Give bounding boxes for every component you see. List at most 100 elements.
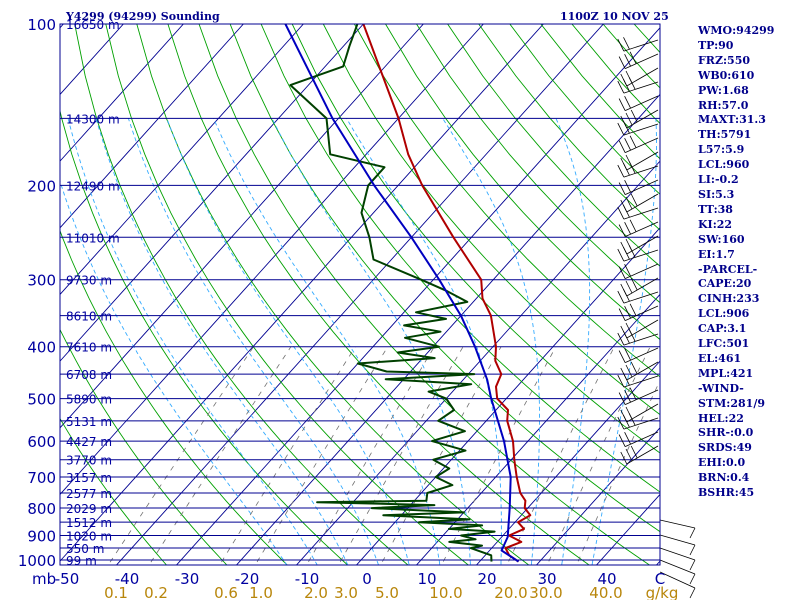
mixing-ratio-label: 0.1 <box>104 584 128 600</box>
height-label: 14300 m <box>66 112 120 126</box>
index-row: BSHR:45 <box>698 486 755 500</box>
height-label: 3157 m <box>66 471 112 485</box>
mixing-ratio-line <box>107 346 254 565</box>
isotherm <box>60 24 64 29</box>
height-label: 6708 m <box>66 368 112 382</box>
index-row: CINH:233 <box>698 292 760 306</box>
isotherm <box>60 24 184 162</box>
index-row: SI:5.3 <box>698 187 735 201</box>
index-row: WMO:94299 <box>698 24 775 37</box>
dry-adiabat <box>74 24 409 565</box>
pressure-tick-label: 600 <box>27 433 56 451</box>
index-row: TT:38 <box>698 202 733 216</box>
index-row: STM:281/9 <box>698 396 765 410</box>
plot-frame <box>59 23 661 566</box>
wind-barb <box>618 387 659 405</box>
index-row: LI:-0.2 <box>698 173 739 187</box>
height-label: 1512 m <box>66 516 112 530</box>
height-label: 2577 m <box>66 487 112 501</box>
temperature-profile <box>362 24 532 563</box>
index-row: CAPE:20 <box>698 277 752 291</box>
height-label: 3770 m <box>66 454 112 468</box>
dewpoint-profile <box>289 24 496 562</box>
wind-barb <box>617 413 659 430</box>
isotherm <box>295 160 660 565</box>
index-row: SHR-:0.0 <box>698 426 754 440</box>
wind-barb <box>618 95 659 111</box>
chart-time: 1100Z 10 NOV 25 <box>560 10 669 23</box>
dry-adiabat <box>198 24 651 565</box>
mixing-ratio-label: 2.0 <box>304 584 328 600</box>
mixing-ratio-line <box>306 346 435 565</box>
wind-barb <box>617 161 659 178</box>
wind-barb <box>618 135 659 153</box>
wind-barb <box>620 445 659 465</box>
index-row: TP:90 <box>698 38 734 52</box>
wind-barb <box>659 519 696 539</box>
isotherm <box>60 24 364 362</box>
temperature-tick-label: 10 <box>417 570 436 588</box>
dry-adiabat <box>167 24 590 565</box>
height-label: 7610 m <box>66 341 112 355</box>
pressure-tick-label: 800 <box>27 500 56 518</box>
wind-barb <box>617 37 659 52</box>
isotherm <box>475 360 660 565</box>
index-row: HEL:22 <box>698 411 744 425</box>
index-row: EL:461 <box>698 351 742 365</box>
index-row: MPL:421 <box>698 366 754 380</box>
index-row: PW:1.68 <box>698 83 749 97</box>
index-row: LCL:906 <box>698 307 750 321</box>
temperature-tick-label: -40 <box>115 570 140 588</box>
index-row: LFC:501 <box>698 337 750 351</box>
height-label: 550 m <box>66 542 104 556</box>
dry-adiabat <box>416 24 660 304</box>
dry-adiabat <box>105 24 470 565</box>
index-row: EI:1.7 <box>698 247 735 261</box>
wind-barb <box>618 303 659 321</box>
index-row: KI:22 <box>698 217 733 231</box>
isotherm <box>415 293 660 565</box>
mixing-ratio-label: 3.0 <box>334 584 358 600</box>
dry-adiabat <box>354 24 660 378</box>
wind-barb <box>618 219 659 237</box>
height-label: 4427 m <box>66 435 112 449</box>
wind-barb <box>659 534 696 556</box>
index-row: L57:5.9 <box>698 143 745 157</box>
temperature-tick-label: -10 <box>295 570 320 588</box>
indices-panel: WMO:94299 TP:90 FRZ:550 WB0:610 PW:1.68 RH:57… <box>698 24 798 501</box>
height-label: 5131 m <box>66 415 112 429</box>
temperature-tick-label: 30 <box>537 570 556 588</box>
temperature-tick-label: 20 <box>477 570 496 588</box>
index-row: LCL:960 <box>698 158 750 172</box>
dry-adiabat <box>385 24 660 341</box>
pressure-tick-label: 900 <box>27 528 56 546</box>
wind-barbs <box>617 37 696 599</box>
mixing-ratio-label: 0.6 <box>214 584 238 600</box>
wind-barb <box>617 121 659 136</box>
dry-adiabat <box>229 24 660 533</box>
index-row: -WIND- <box>698 381 744 395</box>
mixing-ratio-line <box>148 346 292 565</box>
index-row: WB0:610 <box>698 68 755 82</box>
isotherm <box>235 93 660 565</box>
temperature-tick-label: -30 <box>175 570 200 588</box>
mixing-ratio-label: 10.0 <box>429 584 462 600</box>
dry-adiabat <box>447 24 660 267</box>
mixing-ratio-label: 5.0 <box>375 584 399 600</box>
height-label: 11010 m <box>66 231 120 245</box>
wind-barb <box>618 51 659 69</box>
dry-adiabat <box>322 24 660 416</box>
index-row: SW:160 <box>698 232 745 246</box>
height-label: 12490 m <box>66 179 120 193</box>
mixing-ratio-label: 20.0 <box>494 584 527 600</box>
dry-adiabat <box>60 417 168 565</box>
isotherm <box>115 24 604 565</box>
mixing-ratio-label: 0.2 <box>144 584 168 600</box>
pressure-unit-label: mb <box>32 570 56 588</box>
wind-barb <box>618 347 659 363</box>
index-row: SRDS:49 <box>698 441 752 455</box>
parcel-profile <box>284 24 520 563</box>
profiles <box>284 24 532 563</box>
